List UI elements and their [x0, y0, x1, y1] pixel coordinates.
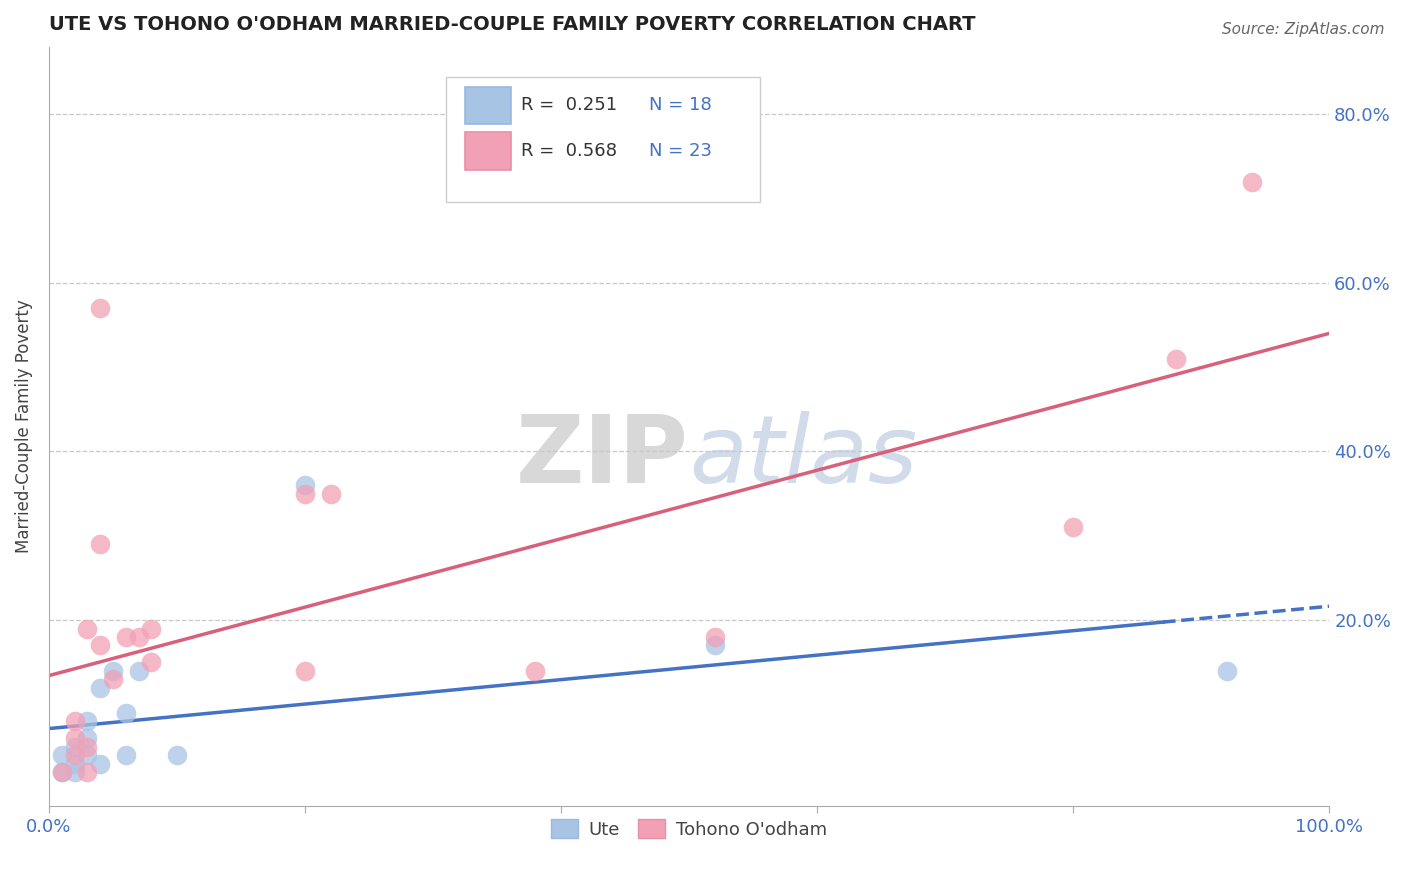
Point: [1062, 520, 1084, 534]
Text: ZIP: ZIP: [516, 410, 689, 502]
Text: UTE VS TOHONO O'ODHAM MARRIED-COUPLE FAMILY POVERTY CORRELATION CHART: UTE VS TOHONO O'ODHAM MARRIED-COUPLE FAM…: [49, 15, 976, 34]
Point: [703, 639, 725, 653]
Y-axis label: Married-Couple Family Poverty: Married-Couple Family Poverty: [15, 300, 32, 553]
Point: [128, 664, 150, 678]
Point: [76, 622, 98, 636]
Point: [89, 537, 111, 551]
Point: [101, 672, 124, 686]
Point: [63, 731, 86, 746]
FancyBboxPatch shape: [465, 132, 512, 169]
Point: [141, 656, 163, 670]
Point: [524, 664, 547, 678]
Point: [51, 764, 73, 779]
Legend: Ute, Tohono O'odham: Ute, Tohono O'odham: [544, 813, 835, 846]
Point: [319, 486, 342, 500]
Point: [63, 756, 86, 771]
Point: [128, 630, 150, 644]
FancyBboxPatch shape: [465, 87, 512, 124]
Point: [76, 731, 98, 746]
Text: N = 18: N = 18: [650, 96, 713, 114]
Point: [89, 681, 111, 695]
Point: [63, 748, 86, 763]
Point: [114, 630, 136, 644]
Point: [703, 630, 725, 644]
Point: [166, 748, 188, 763]
FancyBboxPatch shape: [446, 77, 759, 202]
Point: [1216, 664, 1239, 678]
Point: [63, 739, 86, 754]
Point: [76, 714, 98, 729]
Text: R =  0.568: R = 0.568: [522, 142, 617, 160]
Point: [89, 639, 111, 653]
Point: [1164, 351, 1187, 366]
Point: [63, 764, 86, 779]
Point: [76, 764, 98, 779]
Point: [1241, 175, 1264, 189]
Point: [114, 748, 136, 763]
Text: R =  0.251: R = 0.251: [522, 96, 617, 114]
Point: [101, 664, 124, 678]
Point: [89, 301, 111, 315]
Point: [294, 486, 316, 500]
Point: [294, 664, 316, 678]
Point: [89, 756, 111, 771]
Text: Source: ZipAtlas.com: Source: ZipAtlas.com: [1222, 22, 1385, 37]
Point: [294, 478, 316, 492]
Point: [114, 706, 136, 720]
Point: [141, 622, 163, 636]
Point: [63, 714, 86, 729]
Text: atlas: atlas: [689, 411, 917, 502]
Point: [76, 739, 98, 754]
Point: [51, 764, 73, 779]
Point: [51, 748, 73, 763]
Point: [76, 748, 98, 763]
Text: N = 23: N = 23: [650, 142, 713, 160]
